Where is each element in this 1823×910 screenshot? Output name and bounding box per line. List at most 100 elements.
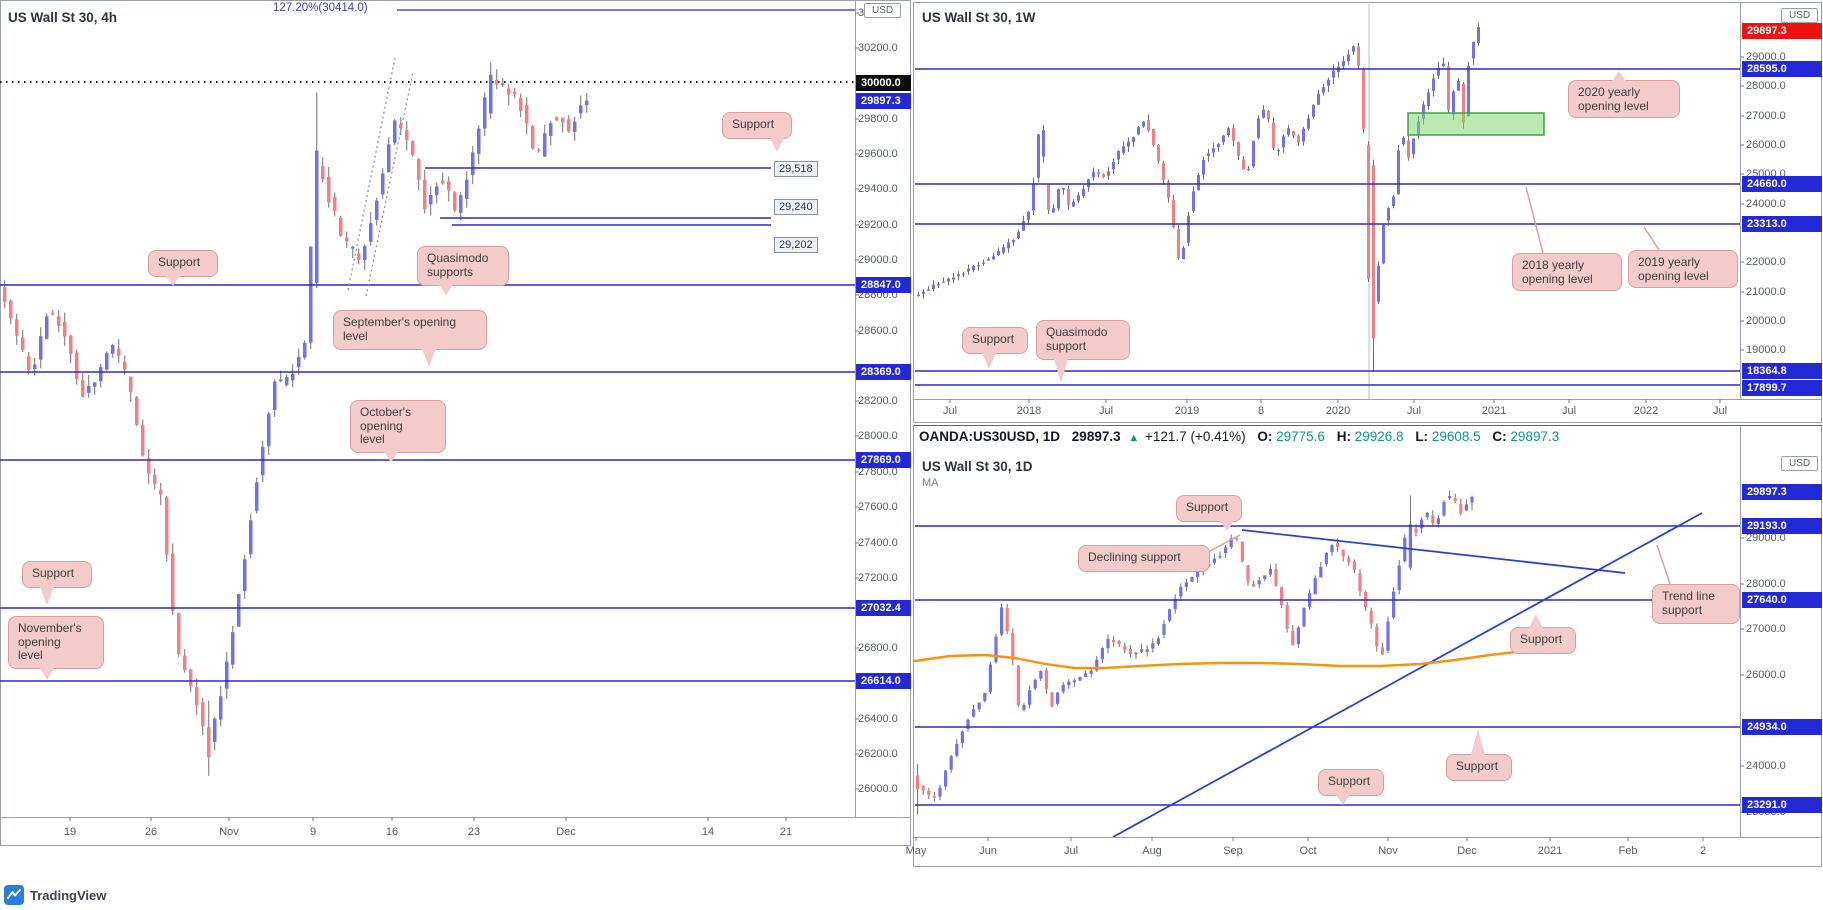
time-axis-tick: 2021	[1537, 845, 1563, 857]
last-price: 29897.3	[1071, 429, 1121, 444]
time-axis-tick: Aug	[1142, 845, 1162, 857]
up-arrow-icon: ▲	[1128, 432, 1140, 444]
time-axis-tick: 23	[467, 826, 481, 838]
callout-annotation[interactable]: Quasimodo support	[1036, 320, 1130, 383]
time-axis-tick: 2020	[1325, 405, 1351, 417]
callout-annotation[interactable]: September's opening level	[333, 310, 487, 367]
price-axis-tick: 29000.0	[858, 254, 898, 266]
time-axis-tick: Jul	[1561, 405, 1577, 417]
price-level-label: 29897.3	[1742, 23, 1822, 39]
price-axis-tick: 29800.0	[858, 113, 898, 125]
low-value: 29608.5	[1431, 429, 1481, 444]
price-axis-tick: 27400.0	[858, 537, 898, 549]
price-axis-tick: 27200.0	[858, 572, 898, 584]
tradingview-logo-icon	[4, 885, 24, 905]
callout-annotation[interactable]: Quasimodo supports	[417, 246, 509, 295]
price-axis-tick: 28000.0	[1746, 578, 1786, 590]
price-axis-tick: 28000.0	[858, 430, 898, 442]
price-axis-tick: 22000.0	[1746, 256, 1786, 268]
price-axis-tick: 19000.0	[1746, 344, 1786, 356]
callout-annotation[interactable]: Support	[722, 112, 792, 152]
time-axis-tick: 2022	[1633, 405, 1659, 417]
time-axis-tick: 2018	[1016, 405, 1042, 417]
callout-annotation[interactable]: Support	[962, 327, 1028, 369]
price-axis-tick: 29000.0	[1746, 532, 1786, 544]
price-axis-tick: 29200.0	[858, 219, 898, 231]
callout-annotation[interactable]: Support	[148, 250, 218, 286]
high-value: 29926.8	[1354, 429, 1404, 444]
fib-extension-label: 127.20%(30414.0)	[273, 2, 368, 14]
callout-annotation[interactable]: Declining support	[1078, 545, 1210, 572]
callout-annotation[interactable]: Support	[1318, 769, 1384, 805]
time-axis-tick: 2	[1699, 845, 1707, 857]
tradingview-logo[interactable]: TradingView	[4, 885, 106, 905]
callout-annotation[interactable]: Support	[1510, 614, 1576, 654]
callout-annotation[interactable]: November's opening level	[8, 616, 104, 680]
time-axis-tick: Jul	[1098, 405, 1114, 417]
time-axis-tick: 21	[779, 826, 793, 838]
callout-annotation[interactable]: 2018 yearly opening level	[1512, 253, 1622, 291]
chart-4h[interactable]	[0, 0, 911, 846]
price-level-label: 23291.0	[1742, 797, 1822, 813]
price-level-tag: 29,202	[774, 237, 818, 253]
time-axis-tick: May	[905, 845, 927, 857]
chart-1d[interactable]	[913, 425, 1822, 867]
price-axis-tick: 28000.0	[1746, 80, 1786, 92]
time-axis-tick: Jul	[1712, 405, 1728, 417]
price-level-label: 24934.0	[1742, 719, 1822, 735]
currency-badge: USD	[1781, 456, 1819, 471]
time-axis-tick: Sep	[1223, 845, 1243, 857]
time-axis-tick: 8	[1257, 405, 1265, 417]
price-axis-tick: 26000.0	[1746, 669, 1786, 681]
price-axis-tick: 21000.0	[1746, 286, 1786, 298]
price-axis-tick: 27000.0	[1746, 623, 1786, 635]
price-level-label: 30000.0	[856, 75, 911, 91]
price-axis-tick: 29000.0	[1746, 51, 1786, 63]
price-axis-tick: 27800.0	[858, 466, 898, 478]
price-level-label: 24660.0	[1742, 176, 1822, 192]
low-label: L:	[1415, 429, 1429, 444]
tradingview-logo-text: TradingView	[30, 887, 107, 903]
price-axis-tick: 26000.0	[858, 783, 898, 795]
callout-annotation[interactable]: October's opening level	[350, 400, 446, 462]
time-axis-tick: Nov	[219, 826, 239, 838]
price-axis-tick: 26200.0	[858, 748, 898, 760]
price-level-tag: 29,518	[774, 161, 818, 177]
close-value: 29897.3	[1510, 429, 1560, 444]
price-axis-tick: 26000.0	[1746, 139, 1786, 151]
price-axis-tick: 24000.0	[1746, 198, 1786, 210]
ma-indicator-label: MA	[922, 477, 939, 489]
callout-annotation[interactable]: 2020 yearly opening level	[1568, 71, 1680, 118]
price-axis-tick: 26800.0	[858, 642, 898, 654]
time-axis-tick: 16	[385, 826, 399, 838]
time-axis-tick: 19	[63, 826, 77, 838]
price-level-label: 27032.4	[856, 600, 911, 616]
callout-annotation[interactable]: Support	[1446, 729, 1512, 781]
callout-annotation[interactable]: 2019 yearly opening level	[1628, 250, 1738, 288]
price-level-tag: 29,240	[774, 199, 818, 215]
price-level-label: 29193.0	[1742, 518, 1822, 534]
time-axis-tick: Jun	[979, 845, 997, 857]
price-level-label: 23313.0	[1742, 216, 1822, 232]
time-axis-tick: 2019	[1174, 405, 1200, 417]
price-level-label: 27869.0	[856, 452, 911, 468]
time-axis-tick: Nov	[1378, 845, 1398, 857]
currency-badge: USD	[1781, 8, 1819, 23]
time-axis-tick: Jul	[942, 405, 958, 417]
callout-annotation[interactable]: Support	[1176, 495, 1242, 531]
price-axis-tick: 29600.0	[858, 148, 898, 160]
close-label: C:	[1492, 429, 1507, 444]
time-axis-tick: Jul	[1406, 405, 1422, 417]
price-axis-tick: 29400.0	[858, 183, 898, 195]
callout-annotation[interactable]: Support	[22, 561, 92, 605]
high-label: H:	[1336, 429, 1351, 444]
chart-title: US Wall St 30, 1D	[922, 459, 1033, 474]
price-axis-tick: 28200.0	[858, 395, 898, 407]
time-axis-tick: Oct	[1299, 845, 1317, 857]
symbol-name[interactable]: OANDA:US30USD, 1D	[919, 429, 1061, 444]
callout-annotation[interactable]: Trend line support	[1652, 584, 1740, 624]
price-level-label: 28369.0	[856, 364, 911, 380]
currency-badge: USD	[864, 3, 902, 18]
